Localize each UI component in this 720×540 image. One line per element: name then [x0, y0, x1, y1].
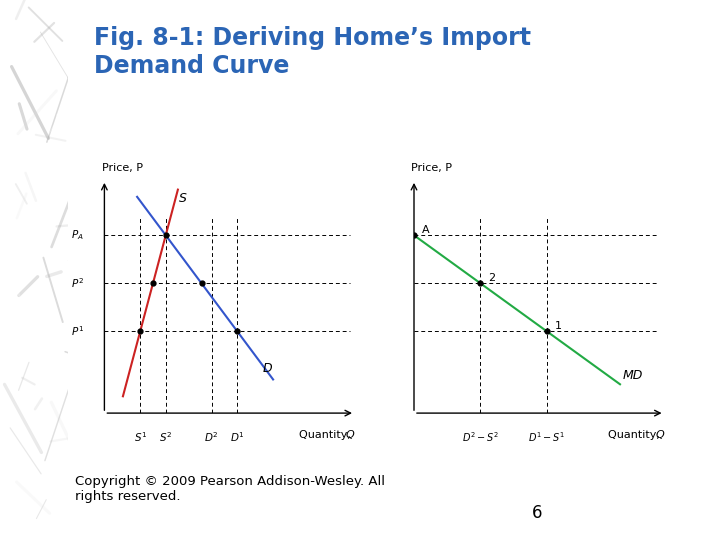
Text: Quantity,: Quantity, — [299, 430, 354, 440]
Text: $S^2$: $S^2$ — [159, 430, 172, 444]
Text: $D^1-S^1$: $D^1-S^1$ — [528, 430, 566, 444]
Text: S: S — [179, 192, 186, 205]
Text: 2: 2 — [488, 273, 495, 283]
Text: Price, P: Price, P — [102, 163, 143, 173]
Text: Copyright © 2009 Pearson Addison-Wesley. All
rights reserved.: Copyright © 2009 Pearson Addison-Wesley.… — [75, 475, 385, 503]
Text: $D^2-S^2$: $D^2-S^2$ — [462, 430, 499, 444]
Text: Quantity,: Quantity, — [608, 430, 664, 440]
Text: MD: MD — [623, 369, 643, 382]
Text: Price, P: Price, P — [411, 163, 452, 173]
Text: Q: Q — [655, 430, 665, 440]
Text: 1: 1 — [554, 321, 562, 331]
Text: Q: Q — [346, 430, 355, 440]
Text: $S^1$: $S^1$ — [133, 430, 147, 444]
Text: A: A — [422, 225, 429, 235]
Text: 6: 6 — [532, 504, 543, 523]
Text: D: D — [263, 362, 272, 375]
Text: $D^1$: $D^1$ — [230, 430, 245, 444]
Text: $P_A$: $P_A$ — [71, 228, 84, 242]
Text: $P^2$: $P^2$ — [71, 276, 84, 290]
Text: $D^2$: $D^2$ — [204, 430, 219, 444]
Text: $P^1$: $P^1$ — [71, 325, 84, 338]
Text: Fig. 8-1: Deriving Home’s Import
Demand Curve: Fig. 8-1: Deriving Home’s Import Demand … — [94, 26, 531, 78]
